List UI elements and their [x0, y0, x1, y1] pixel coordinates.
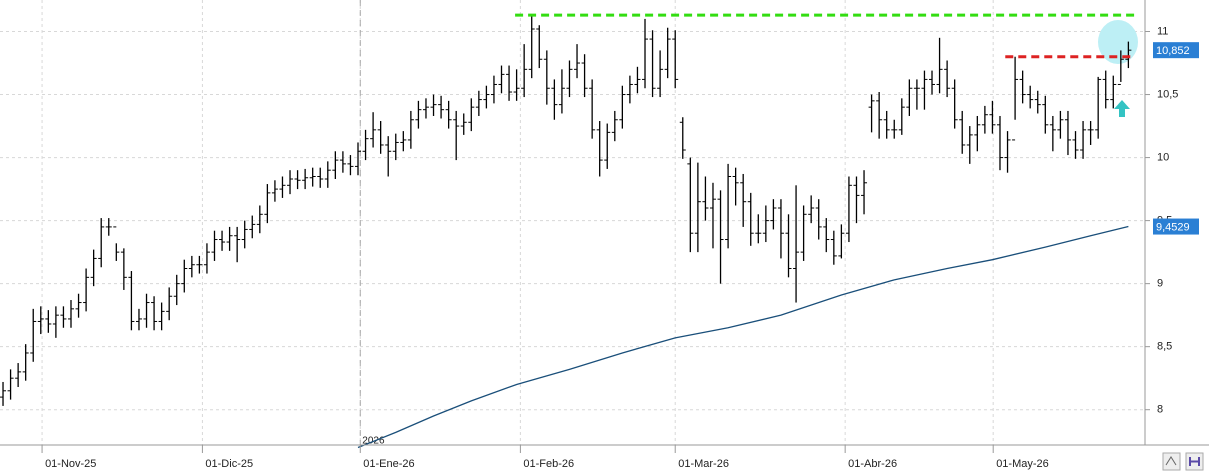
x-tick-label: 01-Nov-25 [45, 458, 96, 470]
x-tick-label: 01-Feb-26 [523, 458, 574, 470]
moving-average [357, 225, 1129, 449]
up-arrow [1114, 100, 1130, 117]
y-tick-label: 8 [1157, 404, 1163, 416]
x-tick-label: 01-Mar-26 [678, 458, 729, 470]
h-icon [1189, 457, 1200, 466]
plot: 2026 [0, 13, 1138, 449]
price-label-box [1153, 218, 1199, 235]
x-tick-label: 01-Dic-25 [205, 458, 253, 470]
scroll-button[interactable] [1162, 452, 1181, 471]
y-tick-label: 9 [1157, 278, 1163, 290]
scroll-icon [1165, 456, 1177, 466]
price-label: 9,4529 [1156, 221, 1190, 233]
x-tick-label: 01-Ene-26 [363, 458, 414, 470]
grid [0, 0, 1145, 445]
price-label: 10,852 [1156, 45, 1190, 57]
y-tick-label: 10,5 [1157, 88, 1178, 100]
axes: 88,599,51010,51101-Nov-2501-Dic-2501-Ene… [41, 25, 1199, 470]
y-tick-label: 10 [1157, 151, 1169, 163]
price-label-box [1153, 42, 1199, 59]
x-tick-label: 01-Abr-26 [848, 458, 897, 470]
x-tick-label: 01-May-26 [996, 458, 1049, 470]
y-tick-label: 8,5 [1157, 341, 1172, 353]
y-tick-label: 11 [1157, 25, 1168, 37]
